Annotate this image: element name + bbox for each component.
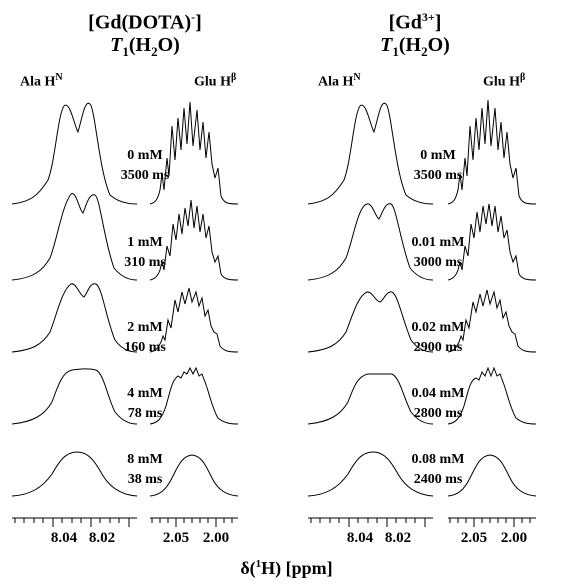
left-glu-spectrum-2 (149, 287, 239, 353)
right-condition-4: 0.08 mM 2400 ms (411, 452, 465, 487)
right-ala-spectrum-1 (307, 203, 434, 281)
left-glu-label: Glu Hβ (194, 72, 237, 90)
left-ala-spectrum-2 (11, 283, 138, 353)
left-ala-spectrum-1 (11, 193, 138, 281)
right-glu-label: Glu Hβ (483, 72, 526, 90)
tick-label-left-ala-1: 8.02 (88, 530, 116, 546)
right-glu-spectrum-1 (447, 203, 537, 281)
tick-label-right-glu-0: 2.05 (460, 530, 488, 546)
left-condition-2: 2 mM 160 ms (124, 320, 166, 355)
x-axis-title: δ(1H) [ppm] (240, 558, 333, 578)
right-ala-spectrum-2 (307, 291, 434, 353)
tick-marks (14, 518, 531, 527)
left-ala-spectrum-0 (11, 102, 138, 205)
right-glu-spectrum-3 (447, 366, 537, 425)
left-glu-spectrum-4 (149, 454, 239, 497)
left-condition-0: 0 mM 3500 ms (120, 148, 170, 183)
left-glu-spectrum-3 (149, 366, 239, 425)
right-condition-3: 0.04 mM 2800 ms (411, 386, 465, 421)
right-panel-subtitle: T1(H2O) (380, 34, 450, 59)
tick-label-left-glu-1: 2.00 (202, 530, 230, 546)
left-condition-1: 1 mM 310 ms (124, 235, 166, 270)
tick-label-left-glu-0: 2.05 (162, 530, 190, 546)
left-condition-3: 4 mM 78 ms (127, 386, 163, 421)
tick-label-right-ala-0: 8.04 (346, 530, 374, 546)
right-glu-spectrum-4 (447, 454, 537, 497)
left-panel-subtitle: T1(H2O) (110, 34, 180, 59)
left-glu-spectrum-1 (149, 199, 239, 281)
right-condition-1: 0.01 mM 3000 ms (411, 235, 465, 270)
right-ala-label: Ala HN (318, 72, 361, 90)
left-panel-title: [Gd(DOTA)-] (88, 10, 202, 34)
left-ala-spectrum-3 (11, 368, 138, 425)
right-glu-spectrum-0 (447, 99, 537, 205)
left-ala-spectrum-4 (11, 451, 138, 497)
right-ala-spectrum-3 (307, 373, 434, 425)
right-ala-spectrum-4 (307, 451, 434, 497)
left-glu-spectrum-0 (149, 101, 239, 205)
right-condition-0: 0 mM 3500 ms (413, 148, 463, 183)
right-panel-title: [Gd3+] (388, 10, 442, 34)
right-ala-spectrum-0 (307, 102, 434, 205)
left-condition-4: 8 mM 38 ms (127, 452, 163, 487)
left-ala-label: Ala HN (20, 72, 63, 90)
tick-label-right-glu-1: 2.00 (500, 530, 528, 546)
right-glu-spectrum-2 (447, 289, 537, 353)
tick-label-right-ala-1: 8.02 (384, 530, 412, 546)
tick-label-left-ala-0: 8.04 (50, 530, 78, 546)
